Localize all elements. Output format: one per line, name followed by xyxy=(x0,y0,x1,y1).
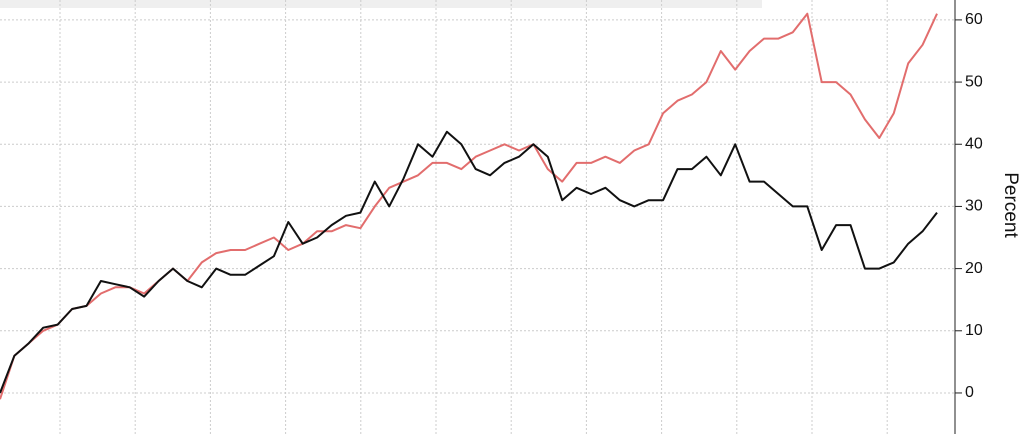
y-tick-label: 50 xyxy=(965,73,983,90)
y-tick-label: 40 xyxy=(965,135,983,152)
y-tick-label: 20 xyxy=(965,260,983,277)
y-tick-label: 60 xyxy=(965,11,983,28)
y-tick-label: 0 xyxy=(965,384,974,401)
series-line xyxy=(0,130,938,394)
header-band xyxy=(0,0,762,8)
y-axis-label: Percent xyxy=(1000,172,1021,238)
y-tick-label: 30 xyxy=(965,198,983,215)
y-tick-label: 10 xyxy=(965,322,983,339)
